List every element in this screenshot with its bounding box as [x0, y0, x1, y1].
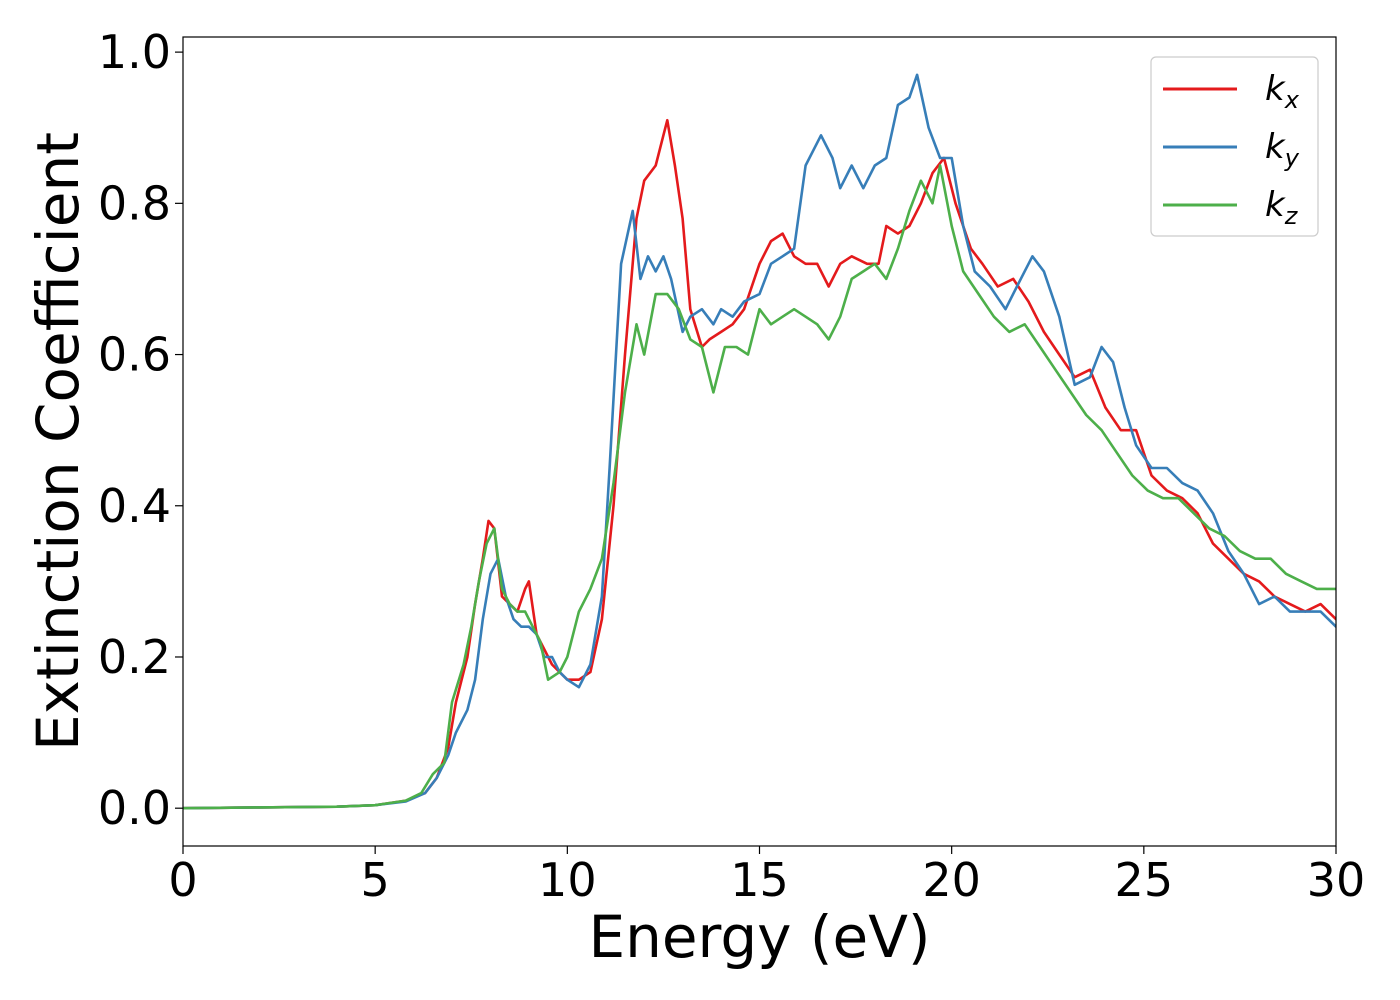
x-tick-label: 5 — [361, 853, 390, 907]
x-tick-label: 15 — [730, 853, 789, 907]
legend-label: kx — [1265, 69, 1300, 114]
x-tick-label: 20 — [922, 853, 981, 907]
y-tick-label: 0.6 — [98, 328, 171, 382]
legend-label: kz — [1265, 185, 1299, 230]
y-tick-label: 0.4 — [98, 479, 171, 533]
legend-item-z: kz — [1163, 185, 1299, 230]
y-tick-label: 1.0 — [98, 25, 171, 79]
legend-item-y: ky — [1163, 127, 1300, 172]
legend: kx ky kz — [1150, 56, 1319, 237]
x-axis: 0 5 10 15 20 25 30 — [168, 846, 1365, 907]
x-tick-label: 10 — [538, 853, 597, 907]
y-tick-label: 0.0 — [98, 781, 171, 835]
legend-item-x: kx — [1163, 69, 1300, 114]
x-tick-label: 30 — [1307, 853, 1366, 907]
legend-label: ky — [1265, 127, 1300, 172]
y-axis: 0.0 0.2 0.4 0.6 0.8 1.0 — [98, 25, 183, 835]
y-axis-title: Extinction Coefficient — [24, 132, 92, 751]
x-tick-label: 0 — [168, 853, 197, 907]
y-tick-label: 0.8 — [98, 176, 171, 230]
x-axis-title: Energy (eV) — [588, 903, 930, 971]
x-tick-label: 25 — [1115, 853, 1174, 907]
plot-lines — [183, 73, 1336, 810]
y-tick-label: 0.2 — [98, 630, 171, 684]
series-line-z — [183, 164, 1336, 810]
series-line-x — [183, 118, 1336, 810]
